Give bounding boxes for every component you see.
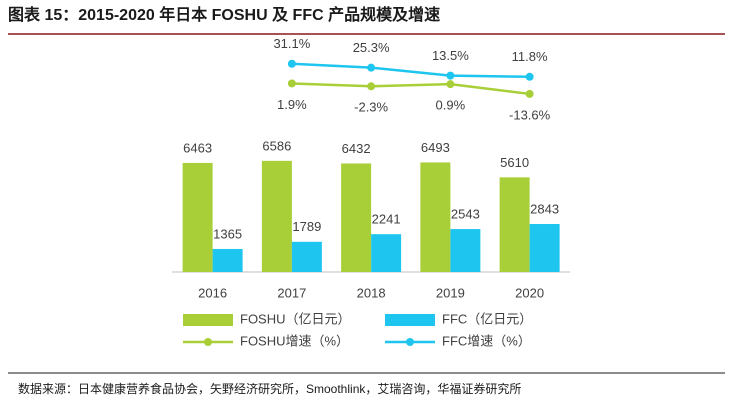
- data-label: 6586: [262, 138, 291, 153]
- legend-swatch: [183, 314, 233, 326]
- legend-swatch: [385, 314, 435, 326]
- legend-label: FOSHU（亿日元）: [240, 311, 351, 326]
- x-tick-label: 2020: [515, 285, 544, 300]
- data-label: 6463: [183, 140, 212, 155]
- data-label: 6493: [421, 140, 450, 155]
- x-tick-label: 2019: [436, 285, 465, 300]
- bar: [261, 160, 292, 272]
- legend-label: FFC增速（%）: [442, 333, 531, 348]
- data-label: -2.3%: [354, 100, 388, 115]
- line-marker: [367, 63, 376, 72]
- data-label: 2241: [372, 212, 401, 227]
- bar: [182, 162, 213, 272]
- bar: [450, 229, 481, 272]
- data-label: 11.8%: [512, 49, 548, 64]
- data-label: 25.3%: [353, 40, 390, 55]
- legend-label: FFC（亿日元）: [442, 311, 532, 326]
- bar: [291, 241, 322, 272]
- legend-swatch: [406, 338, 414, 346]
- data-label: 5610: [500, 155, 529, 170]
- bar: [420, 162, 451, 272]
- data-label: 31.1%: [273, 36, 310, 51]
- chart-title: 图表 15：2015-2020 年日本 FOSHU 及 FFC 产品规模及增速: [8, 5, 440, 24]
- line-marker: [525, 89, 534, 98]
- data-label: 13.5%: [432, 48, 469, 63]
- data-label: 1789: [292, 219, 321, 234]
- bar: [341, 163, 372, 272]
- line-marker: [287, 59, 296, 68]
- source: 数据来源：日本健康营养食品协会，矢野经济研究所，Smoothlink，艾瑞咨询，…: [18, 381, 521, 396]
- line-marker: [446, 71, 455, 80]
- legend-label: FOSHU增速（%）: [240, 333, 349, 348]
- x-tick-label: 2017: [277, 285, 306, 300]
- line: [291, 62, 530, 79]
- line-marker: [446, 80, 455, 89]
- bar: [499, 177, 530, 272]
- data-label: 1.9%: [277, 97, 307, 112]
- x-tick-label: 2018: [357, 285, 386, 300]
- bar: [212, 248, 243, 272]
- data-label: 1365: [213, 226, 242, 241]
- legend-swatch: [204, 338, 212, 346]
- data-label: -13.6%: [509, 107, 551, 122]
- line-marker: [525, 72, 534, 81]
- bar: [529, 224, 560, 272]
- data-label: 0.9%: [436, 98, 466, 113]
- line-marker: [367, 82, 376, 91]
- data-label: 6432: [342, 141, 371, 156]
- bar: [371, 234, 402, 272]
- data-label: 2543: [451, 207, 480, 222]
- line: [291, 82, 530, 96]
- x-tick-label: 2016: [198, 285, 227, 300]
- line-marker: [287, 79, 296, 88]
- data-label: 2843: [530, 201, 559, 216]
